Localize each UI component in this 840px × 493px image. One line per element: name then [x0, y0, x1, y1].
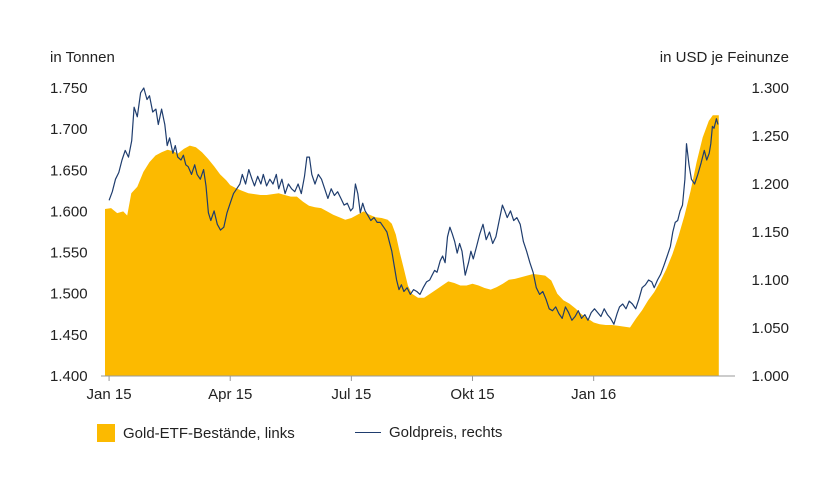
- legend-swatch-area: [97, 424, 115, 442]
- etf-holdings-area-layer: [105, 115, 719, 376]
- right-axis-ticks: 1.300 1.250 1.200 1.150 1.100 1.050 1.000: [751, 80, 789, 385]
- left-tick-label: 1.750: [50, 80, 88, 97]
- x-tick-label: Apr 15: [208, 386, 252, 403]
- legend-item-etf: Gold-ETF-Bestände, links: [97, 424, 295, 442]
- left-tick-label: 1.500: [50, 286, 88, 303]
- right-tick-label: 1.300: [751, 80, 789, 97]
- legend-item-gold-price: Goldpreis, rechts: [355, 424, 502, 441]
- x-tick-label: Jan 16: [571, 386, 616, 403]
- legend-swatch-line: [355, 432, 381, 433]
- left-tick-label: 1.650: [50, 162, 88, 179]
- left-tick-label: 1.550: [50, 245, 88, 262]
- x-axis-ticks: Jan 15 Apr 15 Jul 15 Okt 15 Jan 16: [87, 376, 616, 403]
- x-tick-label: Okt 15: [450, 386, 494, 403]
- right-tick-label: 1.050: [751, 320, 789, 337]
- legend-label-gold-price: Goldpreis, rechts: [389, 424, 503, 441]
- etf-holdings-area: [105, 115, 719, 376]
- left-tick-label: 1.700: [50, 121, 88, 138]
- left-axis-ticks: 1.750 1.700 1.650 1.600 1.550 1.500 1.450 1.400: [50, 80, 88, 385]
- gold-price-line-layer: [108, 87, 719, 325]
- right-tick-label: 1.100: [751, 272, 789, 289]
- x-tick-label: Jul 15: [331, 386, 371, 403]
- right-tick-label: 1.200: [751, 176, 789, 193]
- chart-canvas: Jan 15 Apr 15 Jul 15 Okt 15 Jan 16 1.750 1.70…: [50, 49, 789, 403]
- left-tick-label: 1.450: [50, 327, 88, 344]
- left-axis-label: in Tonnen: [50, 49, 115, 66]
- gold-price-line: [108, 87, 719, 325]
- legend: Gold-ETF-Bestände, links Goldpreis, rech…: [0, 424, 840, 448]
- right-tick-label: 1.250: [751, 128, 789, 145]
- left-tick-label: 1.400: [50, 368, 88, 385]
- right-tick-label: 1.000: [751, 368, 789, 385]
- legend-label-etf: Gold-ETF-Bestände, links: [123, 424, 295, 442]
- x-tick-label: Jan 15: [87, 386, 132, 403]
- right-tick-label: 1.150: [751, 224, 789, 241]
- right-axis-label: in USD je Feinunze: [660, 49, 789, 66]
- left-tick-label: 1.600: [50, 203, 88, 220]
